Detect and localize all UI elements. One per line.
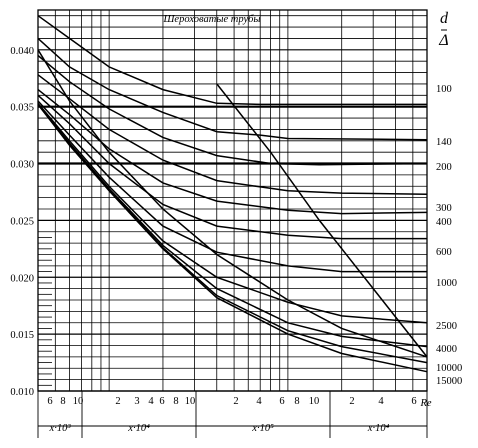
series-10000 <box>37 103 428 364</box>
x-tick-label: 2 <box>115 396 120 407</box>
x-tick-label: 10 <box>309 396 320 407</box>
y-label-right-top: d <box>440 10 449 27</box>
x-tick-label: 6 <box>159 396 164 407</box>
series-400 <box>37 89 428 215</box>
series-smooth <box>37 49 428 358</box>
series-label-10000: 10000 <box>436 363 462 374</box>
x-tick-label: 4 <box>148 396 154 407</box>
x-multiplier-label: x·10⁴ <box>367 423 390 434</box>
x-tick-label: 4 <box>378 396 384 407</box>
series-label-400: 400 <box>436 217 452 228</box>
x-tick-label: 10 <box>73 396 84 407</box>
y-tick-label: 0.015 <box>10 330 34 341</box>
y-tick-label: 0.025 <box>10 216 34 227</box>
x-tick-label: 6 <box>47 396 52 407</box>
y-tick-label: 0.010 <box>10 387 34 398</box>
series-label-2500: 2500 <box>436 321 457 332</box>
series-600 <box>37 94 427 240</box>
y-tick-label: 0.020 <box>10 273 34 284</box>
x-multiplier-label: x·10⁴ <box>127 423 150 434</box>
series-label-200: 200 <box>436 162 452 173</box>
series-transition <box>216 83 428 358</box>
x-multiplier-label: x·10⁵ <box>251 423 274 434</box>
series-label-1000: 1000 <box>436 278 457 289</box>
x-tick-label: 6 <box>411 396 416 407</box>
series-1000 <box>37 100 427 273</box>
y-label-right-bottom: Δ <box>438 32 448 49</box>
x-tick-label: 3 <box>134 396 139 407</box>
series-15000 <box>37 103 428 373</box>
x-tick-label: 8 <box>60 396 65 407</box>
series-140 <box>37 37 428 141</box>
y-tick-label: 0.040 <box>10 46 34 57</box>
x-tick-label: 4 <box>256 396 262 407</box>
series-200 <box>37 54 428 166</box>
x-tick-label: 10 <box>185 396 196 407</box>
x-axis-label: Re <box>419 398 431 409</box>
chart-title: Шероховатые трубы <box>162 14 260 25</box>
series-100 <box>37 15 427 106</box>
series-label-600: 600 <box>436 247 452 258</box>
series-label-100: 100 <box>436 84 452 95</box>
x-tick-label: 2 <box>233 396 238 407</box>
y-tick-label: 0.030 <box>10 160 34 171</box>
x-tick-label: 8 <box>173 396 178 407</box>
series-label-140: 140 <box>436 137 452 148</box>
series-2500 <box>37 102 428 324</box>
x-tick-label: 8 <box>294 396 299 407</box>
series-label-300: 300 <box>436 203 452 214</box>
x-tick-label: 6 <box>279 396 284 407</box>
x-multiplier-label: x·10³ <box>49 423 72 434</box>
x-tick-label: 2 <box>349 396 354 407</box>
y-tick-label: 0.035 <box>10 103 34 114</box>
series-300 <box>37 74 428 195</box>
series-label-4000: 4000 <box>436 344 457 355</box>
series-label-15000: 15000 <box>436 376 462 387</box>
